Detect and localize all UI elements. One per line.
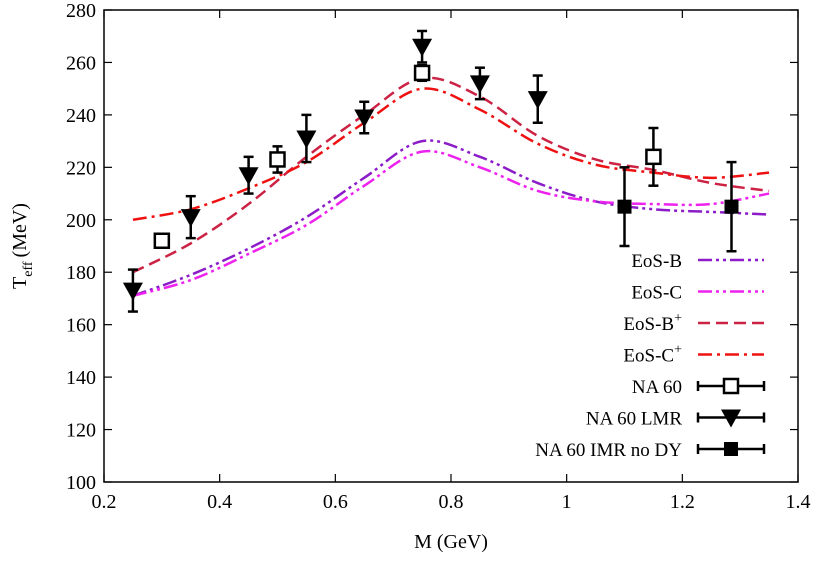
y-tick-label: 260 — [66, 52, 96, 74]
x-tick-label: 0.8 — [439, 491, 464, 513]
marker — [412, 38, 433, 57]
legend-label-sup: + — [674, 311, 682, 326]
legend-label-text: NA 60 — [632, 377, 682, 398]
data-point — [413, 63, 431, 83]
marker — [354, 109, 375, 128]
legend-label: EoS-B+ — [623, 311, 682, 335]
y-axis-label-subscript: eff — [21, 261, 36, 277]
data-point — [617, 166, 632, 248]
marker — [413, 64, 431, 82]
y-tick-label: 180 — [66, 262, 96, 284]
legend-label: NA 60 IMR no DY — [535, 440, 682, 461]
data-point — [180, 194, 201, 240]
marker — [469, 75, 490, 94]
data-point — [354, 100, 375, 135]
y-tick-label: 280 — [66, 0, 96, 22]
legend-label-text: NA 60 LMR — [586, 409, 682, 430]
legend-marker — [722, 377, 740, 395]
marker — [180, 209, 201, 228]
plot-frame — [103, 9, 799, 483]
x-tick-label: 1.4 — [786, 491, 811, 513]
legend-label-text: EoS-B — [623, 314, 674, 335]
legend-label-text: EoS-C — [623, 346, 674, 367]
marker — [527, 91, 548, 110]
legend-label-text: EoS-C — [631, 283, 682, 304]
y-axis-label-main: T — [9, 277, 31, 289]
legend-label-text: EoS-B — [631, 251, 682, 272]
data-point — [269, 145, 286, 174]
legend-label: EoS-C — [631, 283, 682, 304]
legend-marker — [721, 409, 741, 428]
legend-entry: EoS-B+ — [623, 311, 764, 335]
tick-labels: 0.2 0.4 0.6 0.8 1 1.2 1.4 100 120 140 160 180 200 220… — [66, 0, 811, 513]
data-point — [527, 74, 548, 125]
y-axis-label: Teff (MeV) — [9, 203, 36, 289]
legend-entry: EoS-C+ — [623, 343, 764, 367]
marker — [296, 130, 317, 149]
legend-label-text: NA 60 IMR no DY — [535, 440, 682, 461]
marker — [617, 199, 632, 214]
x-tick-label: 0.4 — [207, 491, 232, 513]
marker — [122, 282, 143, 301]
data-point — [296, 113, 317, 164]
y-tick-label: 200 — [66, 210, 96, 232]
axis-ticks — [103, 9, 799, 483]
legend-label: EoS-B — [631, 251, 682, 272]
y-axis-label-unit: (MeV) — [9, 203, 31, 257]
data-point — [238, 155, 259, 195]
legend-marker — [724, 442, 738, 456]
legend-label-sup: + — [674, 343, 682, 358]
data-point — [412, 29, 433, 64]
series-line-1 — [132, 149, 770, 298]
legend-entry: NA 60 LMR — [586, 409, 766, 430]
legend-label: NA 60 — [632, 377, 682, 398]
legend-entry: NA 60 IMR no DY — [535, 440, 766, 461]
marker — [269, 151, 286, 168]
y-tick-label: 140 — [66, 367, 96, 389]
series-points — [122, 29, 739, 313]
marker — [153, 232, 171, 250]
y-tick-label: 220 — [66, 157, 96, 179]
legend-label: NA 60 LMR — [586, 409, 682, 430]
data-point — [724, 160, 739, 253]
y-tick-label: 240 — [66, 105, 96, 127]
marker — [238, 167, 259, 186]
data-point — [153, 232, 171, 250]
data-point — [469, 66, 490, 101]
legend-entry: NA 60 — [632, 377, 766, 398]
marker — [724, 199, 739, 214]
series-line-2 — [132, 76, 770, 274]
data-point — [122, 268, 143, 313]
y-tick-label: 120 — [66, 420, 96, 442]
data-point — [645, 126, 662, 187]
series-line-3 — [132, 87, 770, 222]
y-tick-label: 100 — [66, 472, 96, 494]
legend-entry: EoS-B — [631, 251, 764, 272]
x-tick-label: 1 — [562, 491, 572, 513]
x-axis-label: M (GeV) — [414, 531, 488, 553]
legend-entry: EoS-C — [631, 283, 764, 304]
x-tick-label: 1.2 — [670, 491, 695, 513]
y-tick-label: 160 — [66, 315, 96, 337]
marker — [645, 148, 662, 166]
x-tick-label: 0.6 — [323, 491, 348, 513]
legend-label: EoS-C+ — [623, 343, 682, 367]
x-tick-label: 0.2 — [92, 491, 117, 513]
series-line-0 — [132, 139, 770, 297]
